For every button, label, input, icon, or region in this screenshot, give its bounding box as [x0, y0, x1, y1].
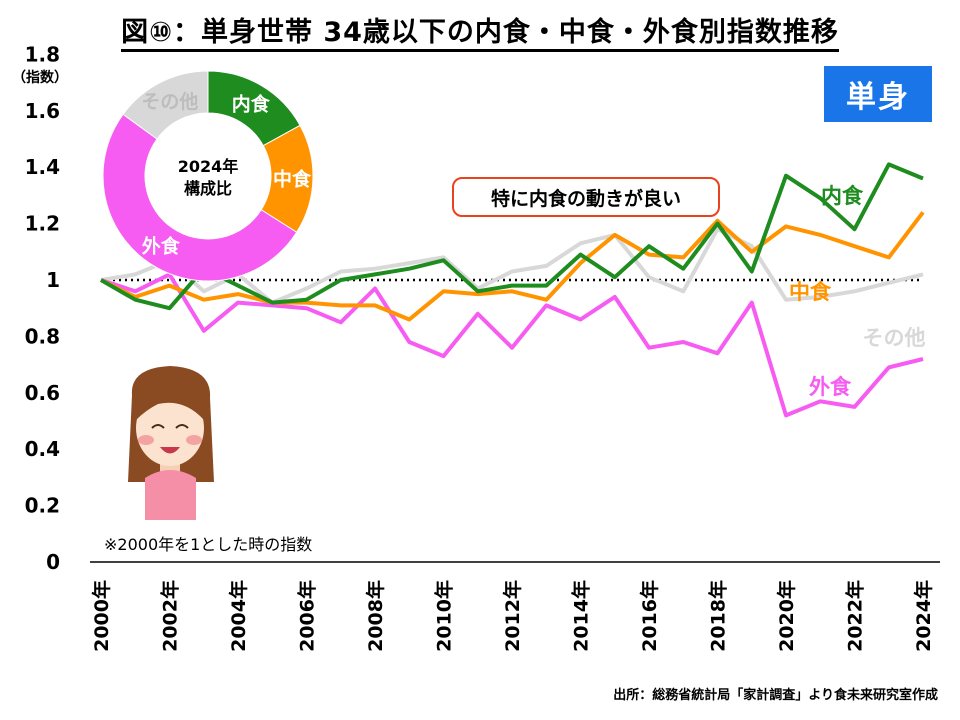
- chart-axes: 0 0.2 0.4 0.6 0.8 1 1.2 1.4 1.6 1.8 2000年 2002年 2004…: [25, 42, 940, 652]
- x-tick-label: 2016年: [638, 580, 661, 652]
- donut-slice-3: [122, 70, 209, 140]
- x-tick-label: 2002年: [159, 580, 182, 652]
- y-tick-label: 0: [46, 550, 60, 574]
- series-line-0: [100, 162, 924, 311]
- donut-slice-label: 内食: [232, 93, 271, 116]
- donut-slice-2: [102, 113, 298, 282]
- x-tick-label: 2012年: [501, 580, 524, 652]
- y-tick-label: 0.6: [25, 381, 60, 405]
- y-tick-label: 1.6: [25, 99, 60, 123]
- index-note: ※2000年を1とした時の指数: [104, 535, 313, 554]
- x-tick-label: 2004年: [227, 580, 250, 652]
- donut-center-label: 2024年: [178, 157, 239, 176]
- chart-title: 図⑩：単身世帯 34歳以下の内食・中食・外食別指数推移: [0, 10, 960, 52]
- x-tick-label: 2018年: [707, 580, 730, 652]
- x-tick-label: 2010年: [433, 580, 456, 652]
- x-tick-label: 2008年: [364, 580, 387, 652]
- y-tick-label: 1.8: [25, 42, 60, 66]
- series-label: 内食: [821, 184, 864, 208]
- x-tick-label: 2022年: [844, 580, 867, 652]
- series-line-1: [100, 211, 925, 322]
- series-line-2: [100, 272, 924, 418]
- source-note: 出所：総務省統計局「家計調査」より食未来研究室作成: [613, 688, 938, 703]
- series-label: 外食: [809, 375, 852, 399]
- y-tick-label: 1.4: [25, 155, 60, 179]
- y-tick-label: 1: [46, 268, 60, 292]
- x-tick-label: 2006年: [296, 580, 319, 652]
- x-tick-label: 2014年: [570, 580, 593, 652]
- x-tick-label: 2000年: [90, 580, 113, 652]
- donut-slice-label: 外食: [142, 234, 181, 257]
- y-tick-label: 0.2: [25, 494, 60, 518]
- y-axis-unit: （指数）: [12, 70, 68, 86]
- y-tick-label: 1.2: [25, 212, 60, 236]
- series-label: その他: [863, 326, 926, 350]
- series-label: 中食: [789, 280, 832, 304]
- donut-slice-label: その他: [141, 90, 198, 113]
- y-tick-label: 0.4: [25, 437, 60, 461]
- donut-slice-label: 中食: [273, 168, 312, 191]
- callout-box: 特に内食の動きが良い: [452, 177, 720, 217]
- woman-illustration: [128, 366, 214, 520]
- x-tick-label: 2020年: [775, 580, 798, 652]
- household-badge: 単身: [824, 66, 932, 122]
- donut-center-label: 構成比: [184, 179, 232, 198]
- y-tick-label: 0.8: [25, 324, 60, 348]
- x-tick-label: 2024年: [912, 580, 935, 652]
- chart-title-text: 図⑩：単身世帯 34歳以下の内食・中食・外食別指数推移: [121, 17, 839, 52]
